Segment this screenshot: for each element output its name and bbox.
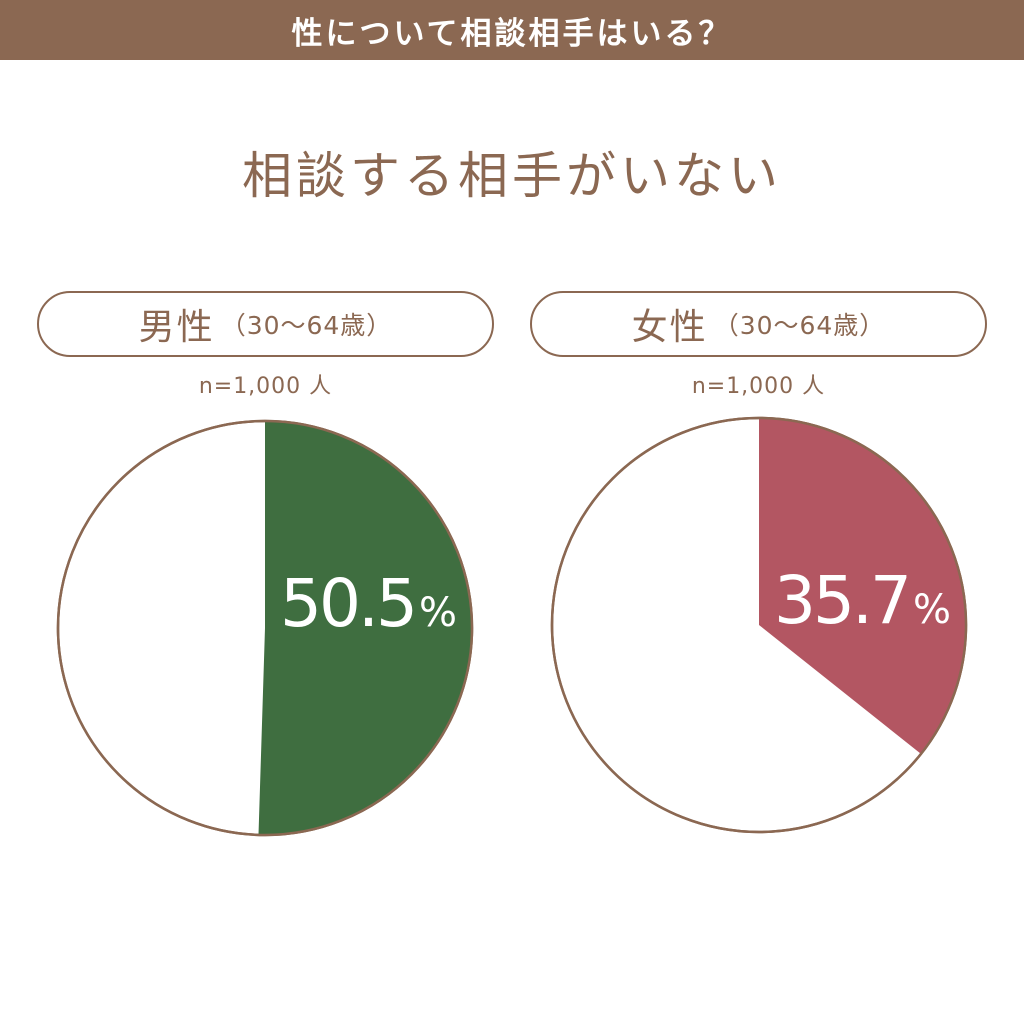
main-title: 相談する相手がいない xyxy=(242,147,782,205)
banner-title: 性について相談相手はいる？ xyxy=(0,0,1024,60)
female-sample-size: n=1,000 人 xyxy=(691,374,826,399)
male-group-label: 男性 （30〜64歳） xyxy=(37,291,494,357)
male-percentage-unit: % xyxy=(419,590,457,636)
female-percentage-value: 35.7 xyxy=(774,562,909,639)
male-percentage-value: 50.5 xyxy=(280,565,415,642)
female-percentage-label: 35.7% xyxy=(774,562,951,639)
male-pie-slice-0 xyxy=(258,421,472,835)
female-percentage-unit: % xyxy=(913,587,951,633)
female-pie-slice-0 xyxy=(759,418,967,754)
female-pie-border xyxy=(550,416,968,834)
male-age-label: （30〜64歳） xyxy=(220,311,393,340)
male-percentage-label: 50.5% xyxy=(280,565,457,642)
female-gender-label: 女性 xyxy=(631,307,708,348)
female-age-label: （30〜64歳） xyxy=(713,311,886,340)
male-pie-border xyxy=(56,419,474,837)
male-sample-size: n=1,000 人 xyxy=(198,374,333,399)
male-gender-label: 男性 xyxy=(138,307,215,348)
female-group-label: 女性 （30〜64歳） xyxy=(530,291,987,357)
